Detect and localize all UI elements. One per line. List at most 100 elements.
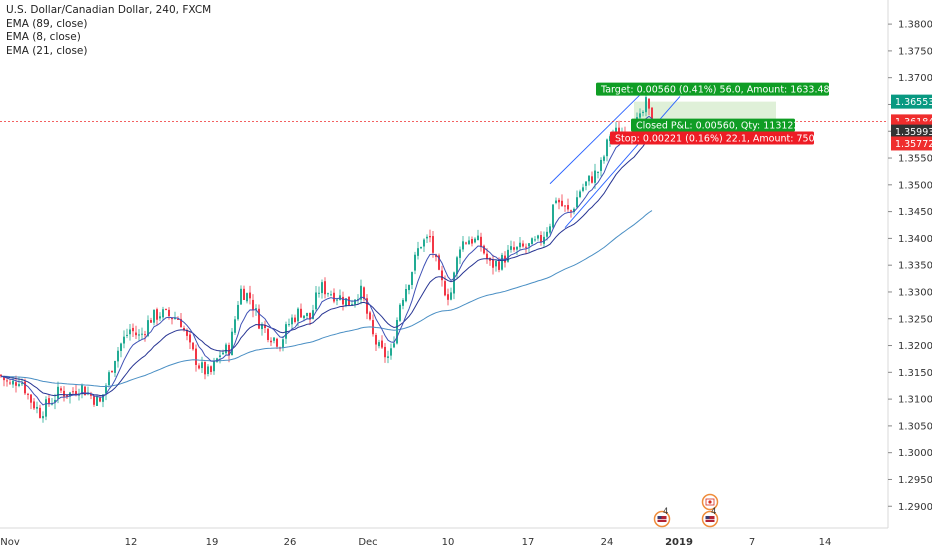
candle-body bbox=[567, 205, 569, 210]
candle-body bbox=[75, 391, 77, 395]
target-label: Target: 0.00560 (0.41%) 56.0, Amount: 16… bbox=[596, 82, 830, 96]
candle-body bbox=[513, 247, 515, 250]
candle-body bbox=[30, 394, 32, 403]
candle-body bbox=[462, 241, 464, 250]
candle-body bbox=[297, 308, 299, 322]
candle-body bbox=[135, 332, 137, 336]
candle-body bbox=[342, 296, 344, 305]
flag-us-canton bbox=[657, 516, 662, 519]
candle-body bbox=[456, 257, 458, 274]
candle-body bbox=[81, 385, 83, 393]
candle-body bbox=[369, 312, 371, 320]
candle-body bbox=[132, 327, 134, 332]
candle-body bbox=[606, 139, 608, 157]
candle-body bbox=[390, 348, 392, 356]
candle-body bbox=[561, 200, 563, 207]
candle-body bbox=[150, 320, 152, 323]
candle-body bbox=[99, 397, 101, 402]
candle-body bbox=[306, 312, 308, 317]
candle-body bbox=[600, 159, 602, 171]
price-axis-label-text: 1.35993 bbox=[895, 127, 932, 138]
price-axis-label-bg bbox=[891, 94, 932, 109]
x-tick-label: 14 bbox=[819, 537, 832, 548]
candle-body bbox=[18, 384, 20, 386]
y-tick-label: 1.37000 bbox=[898, 73, 932, 84]
candle-body bbox=[387, 356, 389, 358]
candle-body bbox=[189, 334, 191, 343]
candle-body bbox=[357, 299, 359, 301]
candle-body bbox=[441, 270, 443, 281]
candle-body bbox=[60, 388, 62, 391]
ema-8-line bbox=[0, 115, 653, 406]
candle-body bbox=[225, 344, 227, 354]
candle-body bbox=[222, 352, 224, 355]
candle-body bbox=[246, 293, 248, 302]
candle-body bbox=[141, 333, 143, 335]
y-tick-label: 1.33500 bbox=[898, 261, 932, 272]
closed-pnl-label-bg bbox=[631, 118, 795, 132]
x-tick-label: 26 bbox=[284, 537, 297, 548]
candle-body bbox=[15, 382, 17, 386]
candle-body bbox=[648, 98, 650, 109]
candle-body bbox=[240, 288, 242, 305]
candle-body bbox=[363, 287, 365, 300]
candle-body bbox=[564, 205, 566, 207]
candle-body bbox=[174, 318, 176, 320]
candle-body bbox=[12, 380, 14, 385]
candle-body bbox=[492, 259, 494, 268]
candle-body bbox=[36, 406, 38, 409]
candle-body bbox=[522, 243, 524, 247]
candle-body bbox=[114, 360, 116, 373]
candle-body bbox=[105, 385, 107, 394]
flag-ca-leaf bbox=[708, 500, 712, 504]
us-event-icon: 4 bbox=[701, 507, 719, 528]
candle-body bbox=[282, 339, 284, 348]
x-tick-label: Dec bbox=[358, 537, 377, 548]
candle-body bbox=[642, 111, 644, 113]
candle-body bbox=[375, 335, 377, 345]
candle-body bbox=[582, 187, 584, 191]
candle-body bbox=[396, 320, 398, 344]
x-tick-label: 2019 bbox=[665, 537, 693, 548]
candle-body bbox=[366, 298, 368, 314]
y-tick-label: 1.32000 bbox=[898, 341, 932, 352]
candle-body bbox=[198, 365, 200, 369]
candle-body bbox=[6, 380, 8, 382]
candle-body bbox=[474, 238, 476, 243]
x-tick-label: 17 bbox=[522, 537, 535, 548]
candle-body bbox=[192, 342, 194, 350]
candle-body bbox=[468, 240, 470, 245]
candle-body bbox=[63, 390, 65, 397]
y-tick-label: 1.30000 bbox=[898, 448, 932, 459]
candle-body bbox=[576, 197, 578, 208]
candle-body bbox=[147, 320, 149, 336]
candle-body bbox=[615, 127, 617, 133]
candle-body bbox=[480, 236, 482, 248]
candle-body bbox=[384, 346, 386, 358]
candle-body bbox=[264, 325, 266, 329]
candle-body bbox=[201, 362, 203, 369]
candle-body bbox=[45, 399, 47, 417]
candle-body bbox=[138, 334, 140, 336]
candle-body bbox=[129, 329, 131, 335]
candle-body bbox=[156, 309, 158, 320]
legend-ema-21: EMA (21, close) bbox=[6, 44, 88, 57]
price-axis-label: 1.36553 bbox=[891, 94, 932, 109]
candle-body bbox=[228, 345, 230, 356]
candle-body bbox=[465, 242, 467, 244]
candle-body bbox=[552, 204, 554, 228]
candle-body bbox=[270, 340, 272, 343]
candle-body bbox=[420, 246, 422, 249]
candle-body bbox=[411, 272, 413, 285]
candle-body bbox=[258, 308, 260, 329]
candle-body bbox=[159, 316, 161, 319]
target-label-text: Target: 0.00560 (0.41%) 56.0, Amount: 16… bbox=[600, 85, 830, 96]
candle-body bbox=[519, 242, 521, 248]
candle-body bbox=[435, 254, 437, 257]
target-label-bg bbox=[596, 82, 829, 96]
us-event-icon: 4 bbox=[653, 507, 671, 528]
candle-body bbox=[534, 239, 536, 241]
x-tick-label: 7 bbox=[749, 537, 755, 548]
